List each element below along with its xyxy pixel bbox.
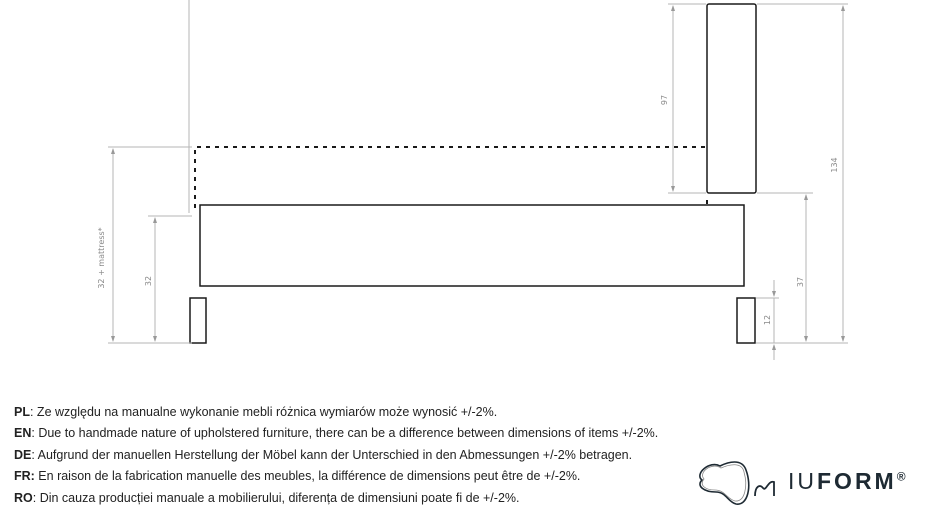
dimension-headboard-bottom: 37 [757, 192, 813, 342]
note-pl: PL: Ze względu na manualne wykonanie meb… [14, 405, 498, 419]
logo-wordmark: IUFORM® [788, 468, 906, 494]
dimension-leg: 12 [756, 280, 779, 360]
note-ro: RO: Din cauza producției manuale a mobil… [14, 490, 520, 505]
dimension-left-total: 32 + mattress* [97, 146, 192, 344]
dimension-label: 37 [796, 277, 805, 287]
note-fr: FR: En raison de la fabrication manuelle… [14, 469, 581, 484]
dimension-headboard: 97 [660, 3, 706, 194]
note-de: DE: Aufgrund der manuellen Herstellung d… [14, 447, 633, 462]
leg-right [736, 297, 756, 344]
tolerance-notes: PL: Ze względu na manualne wykonanie meb… [14, 402, 658, 509]
dimension-label: 97 [660, 95, 669, 105]
dimension-total-height: 134 [756, 3, 848, 344]
headboard [706, 3, 757, 194]
bed-frame [199, 204, 745, 287]
dimension-label: 32 + mattress* [97, 227, 106, 288]
dimension-label: 32 [144, 276, 153, 286]
miuform-logo: IUFORM® [690, 456, 945, 510]
logo-blob-icon [699, 461, 775, 505]
leg-left [189, 297, 207, 344]
note-en: EN: Due to handmade nature of upholstere… [14, 426, 659, 441]
bed-side-view-drawing: 32 + mattress* 32 97 134 37 12 [97, 0, 848, 360]
dimension-left-frame: 32 [144, 215, 192, 342]
dimension-label: 12 [763, 315, 772, 325]
dimension-label: 134 [830, 157, 839, 172]
